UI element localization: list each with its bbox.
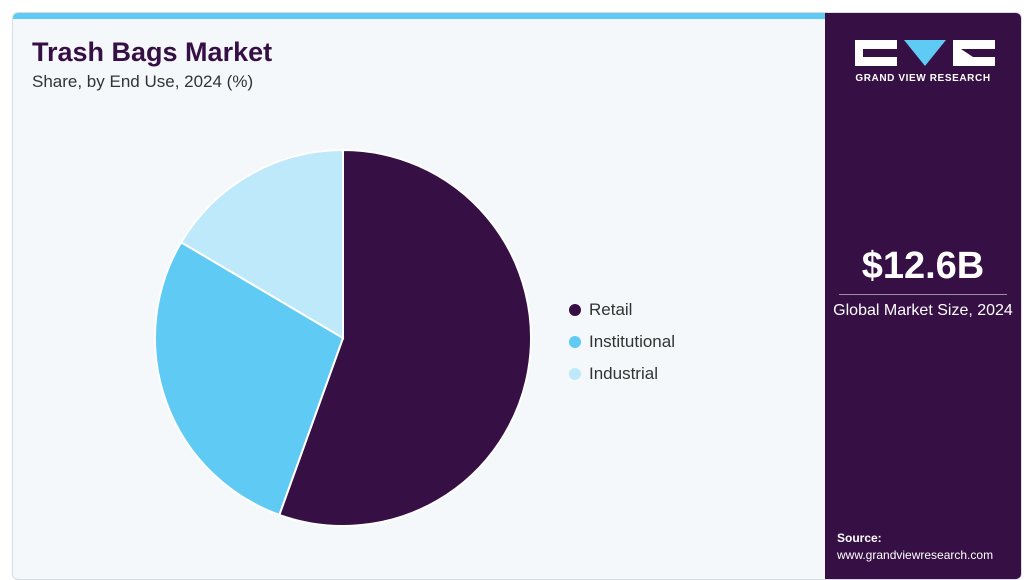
- legend-item-institutional: Institutional: [569, 326, 675, 358]
- chart-legend: Retail Institutional Industrial: [569, 294, 675, 390]
- legend-marker: [569, 336, 581, 348]
- source-url[interactable]: www.grandviewresearch.com: [837, 548, 994, 562]
- market-size-label: Global Market Size, 2024: [833, 302, 1013, 319]
- source-title: Source:: [837, 531, 882, 545]
- chart-subtitle: Share, by End Use, 2024 (%): [32, 72, 254, 91]
- legend-label: Industrial: [589, 364, 658, 383]
- market-size-value: $12.6B: [861, 245, 985, 287]
- grand-view-research-logo: [855, 40, 995, 66]
- brand-name: GRAND VIEW RESEARCH: [855, 73, 991, 84]
- legend-item-retail: Retail: [569, 294, 675, 326]
- chart-title: Trash Bags Market: [32, 37, 273, 67]
- pie-slice-retail: [278, 148, 532, 527]
- chart-card: Trash Bags Market Share, by End Use, 202…: [12, 12, 1022, 580]
- legend-item-industrial: Industrial: [569, 358, 675, 390]
- legend-label: Retail: [589, 300, 633, 319]
- pie-slice-industrial: [179, 148, 344, 340]
- legend-marker: [569, 368, 581, 380]
- divider: [839, 294, 1007, 295]
- side-panel: GRAND VIEW RESEARCH $12.6B Global Market…: [825, 13, 1021, 579]
- legend-label: Institutional: [589, 332, 675, 351]
- accent-bar: [13, 13, 825, 19]
- legend-marker: [569, 304, 581, 316]
- pie-chart: [154, 148, 532, 527]
